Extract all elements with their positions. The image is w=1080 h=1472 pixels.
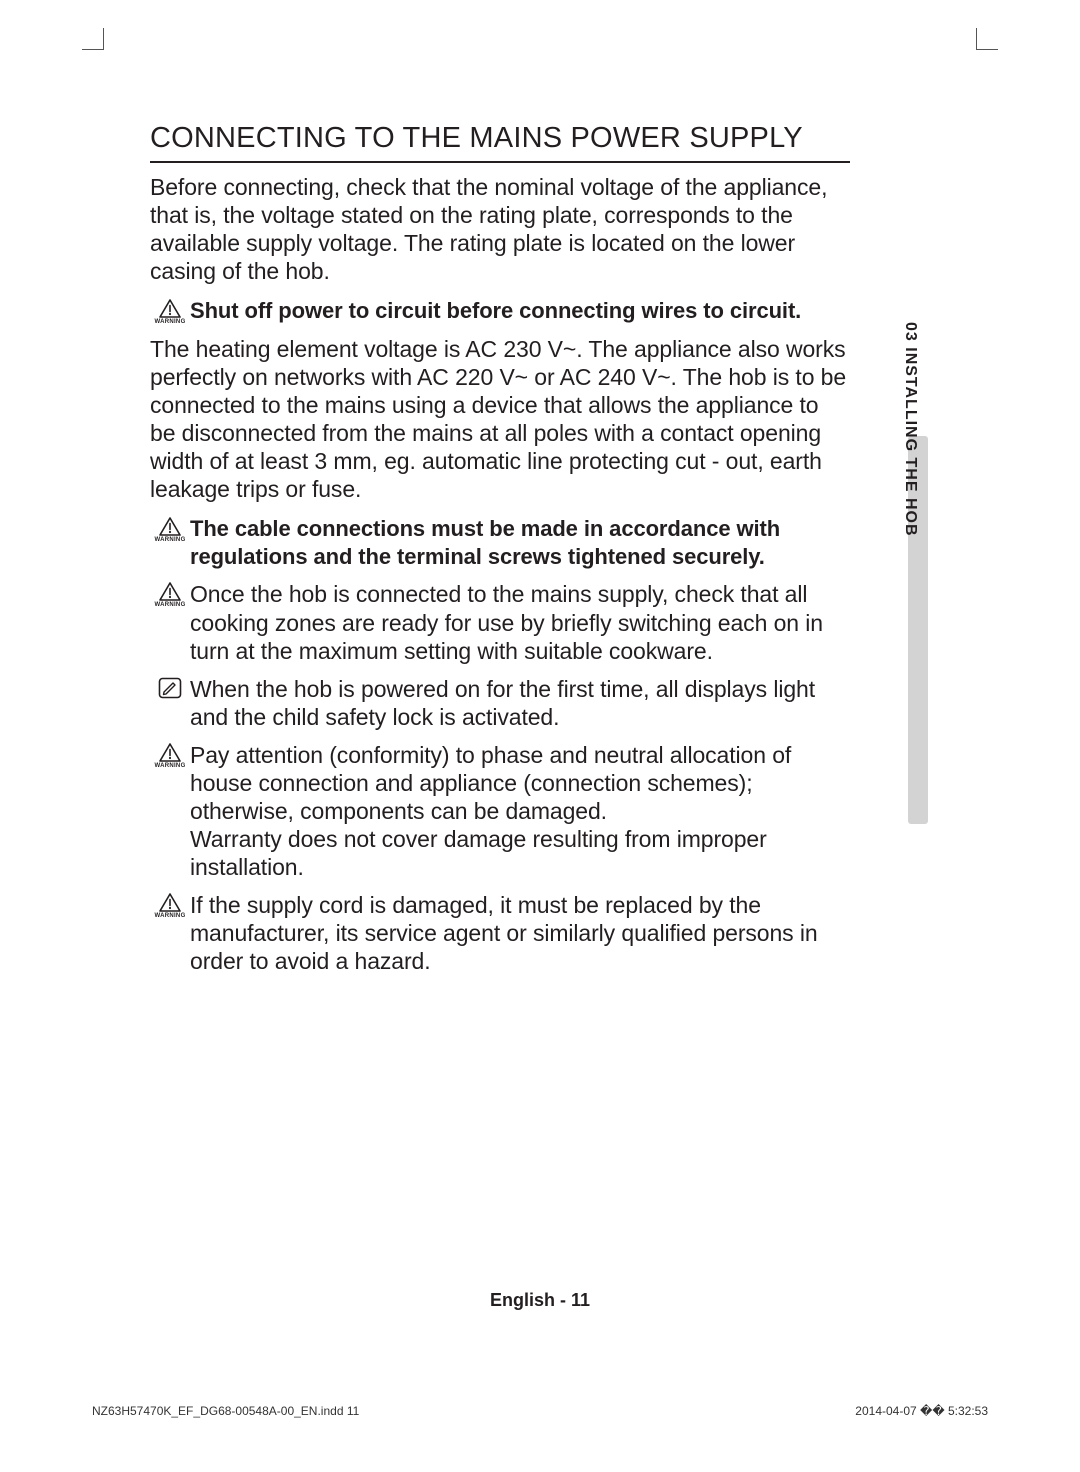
paragraph-2: The heating element voltage is AC 230 V~… <box>150 335 850 503</box>
warning-row-2: WARNING The cable connections must be ma… <box>150 515 850 570</box>
warning-icon-label: WARNING <box>154 319 185 325</box>
warning-icon-col: WARNING <box>150 741 190 881</box>
warning-triangle-icon <box>159 517 181 536</box>
warning-icon-label: WARNING <box>154 913 185 919</box>
warning-text-4a: Pay attention (conformity) to phase and … <box>190 742 791 824</box>
warning-icon-label: WARNING <box>154 763 185 769</box>
note-text-1: When the hob is powered on for the first… <box>190 675 850 731</box>
page-footer-center: English - 11 <box>0 1290 1080 1311</box>
warning-row-5: WARNING If the supply cord is damaged, i… <box>150 891 850 975</box>
warning-text-4: Pay attention (conformity) to phase and … <box>190 741 850 881</box>
warning-icon-col: WARNING <box>150 891 190 975</box>
side-tab-text-container: 03 INSTALLING THE HOB <box>892 314 928 824</box>
warning-text-4b: Warranty does not cover damage resulting… <box>190 826 767 880</box>
page-content: CONNECTING TO THE MAINS POWER SUPPLY Bef… <box>150 122 850 985</box>
warning-icon-col: WARNING <box>150 580 190 664</box>
warning-text-3: Once the hob is connected to the mains s… <box>190 580 850 664</box>
note-icon-col <box>150 675 190 731</box>
warning-row-1: WARNING Shut off power to circuit before… <box>150 297 850 325</box>
note-row-1: When the hob is powered on for the first… <box>150 675 850 731</box>
side-tab-label: 03 INSTALLING THE HOB <box>901 314 919 537</box>
warning-triangle-icon <box>159 893 181 912</box>
side-chapter-tab: 03 INSTALLING THE HOB <box>892 314 928 824</box>
manual-page: CONNECTING TO THE MAINS POWER SUPPLY Bef… <box>0 0 1080 1472</box>
warning-icon-col: WARNING <box>150 297 190 325</box>
warning-text-1: Shut off power to circuit before connect… <box>190 297 850 325</box>
warning-row-3: WARNING Once the hob is connected to the… <box>150 580 850 664</box>
page-footer-right: 2014-04-07 �� 5:32:53 <box>855 1404 988 1418</box>
warning-icon-label: WARNING <box>154 602 185 608</box>
crop-mark-top-right <box>976 28 998 50</box>
warning-icon-label: WARNING <box>154 537 185 543</box>
warning-row-4: WARNING Pay attention (conformity) to ph… <box>150 741 850 881</box>
page-footer-left: NZ63H57470K_EF_DG68-00548A-00_EN.indd 11 <box>92 1404 359 1418</box>
warning-triangle-icon <box>159 299 181 318</box>
section-heading: CONNECTING TO THE MAINS POWER SUPPLY <box>150 122 850 163</box>
note-pencil-icon <box>158 677 182 699</box>
warning-text-5: If the supply cord is damaged, it must b… <box>190 891 850 975</box>
crop-mark-top-left <box>82 28 104 50</box>
warning-triangle-icon <box>159 743 181 762</box>
warning-text-2: The cable connections must be made in ac… <box>190 515 850 570</box>
intro-paragraph: Before connecting, check that the nomina… <box>150 173 850 285</box>
warning-triangle-icon <box>159 582 181 601</box>
warning-icon-col: WARNING <box>150 515 190 570</box>
